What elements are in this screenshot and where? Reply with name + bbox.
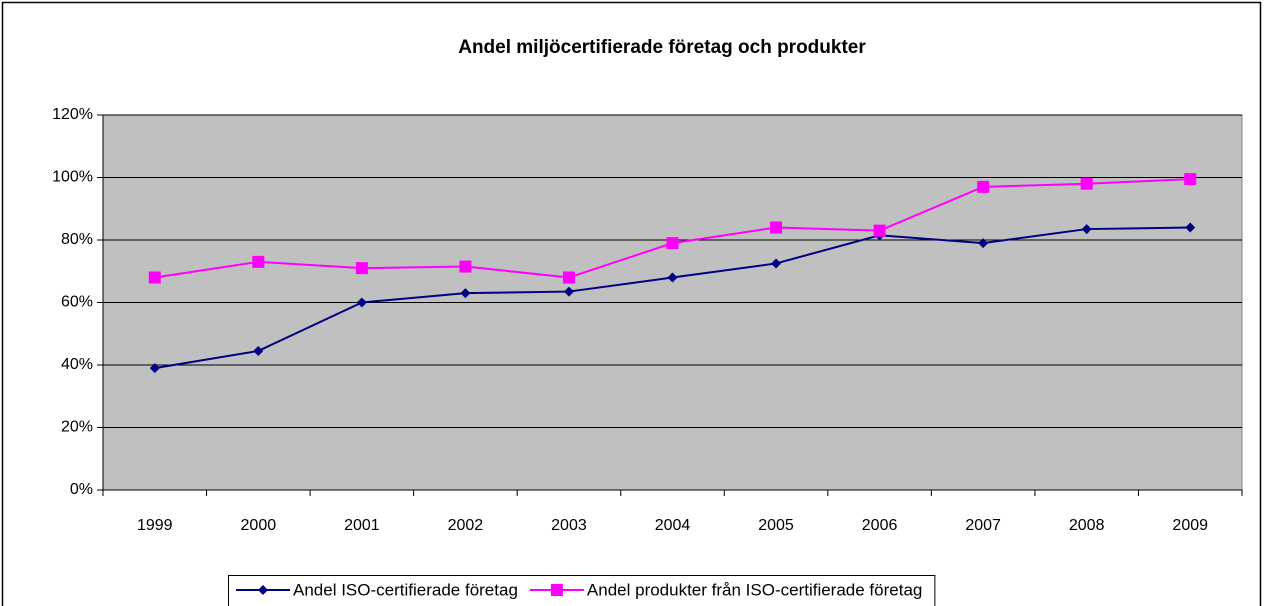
y-tick-label: 80%	[61, 231, 93, 248]
marker	[1185, 222, 1196, 233]
y-tick-label: 20%	[61, 419, 93, 436]
marker	[1080, 177, 1093, 190]
y-tick-label: 60%	[61, 294, 93, 311]
chart-title: Andel miljöcertifierade företag och prod…	[458, 37, 866, 58]
x-tick-label: 2007	[965, 517, 1001, 534]
marker	[355, 262, 368, 275]
marker	[253, 345, 264, 356]
marker	[977, 180, 990, 193]
y-tick-label: 100%	[52, 169, 93, 186]
x-tick-label: 2009	[1172, 517, 1208, 534]
marker	[356, 297, 367, 308]
marker	[550, 584, 563, 596]
marker	[873, 224, 886, 237]
x-tick-label: 2003	[551, 517, 587, 534]
marker	[148, 271, 161, 284]
marker	[666, 237, 679, 250]
marker	[771, 258, 782, 269]
y-tick-label: 0%	[70, 481, 93, 498]
marker	[563, 286, 574, 297]
marker	[258, 585, 268, 595]
marker	[562, 271, 575, 284]
marker	[460, 288, 471, 299]
marker	[1081, 224, 1092, 235]
marker	[252, 255, 265, 268]
legend-label: Andel produkter från ISO-certifierade fö…	[587, 580, 922, 599]
x-tick-label: 1999	[137, 517, 173, 534]
y-tick-label: 120%	[52, 106, 93, 123]
y-tick-label: 40%	[61, 356, 93, 373]
marker	[459, 260, 472, 273]
x-tick-label: 2001	[344, 517, 380, 534]
marker	[149, 363, 160, 374]
x-tick-label: 2002	[448, 517, 484, 534]
marker	[978, 238, 989, 249]
marker	[667, 272, 678, 283]
x-tick-label: 2006	[862, 517, 898, 534]
x-tick-label: 2000	[241, 517, 277, 534]
x-tick-label: 2008	[1069, 517, 1105, 534]
marker	[770, 221, 783, 234]
legend-label: Andel ISO-certifierade företag	[293, 580, 518, 599]
marker	[1184, 173, 1197, 186]
x-tick-label: 2005	[758, 517, 794, 534]
x-tick-label: 2004	[655, 517, 691, 534]
